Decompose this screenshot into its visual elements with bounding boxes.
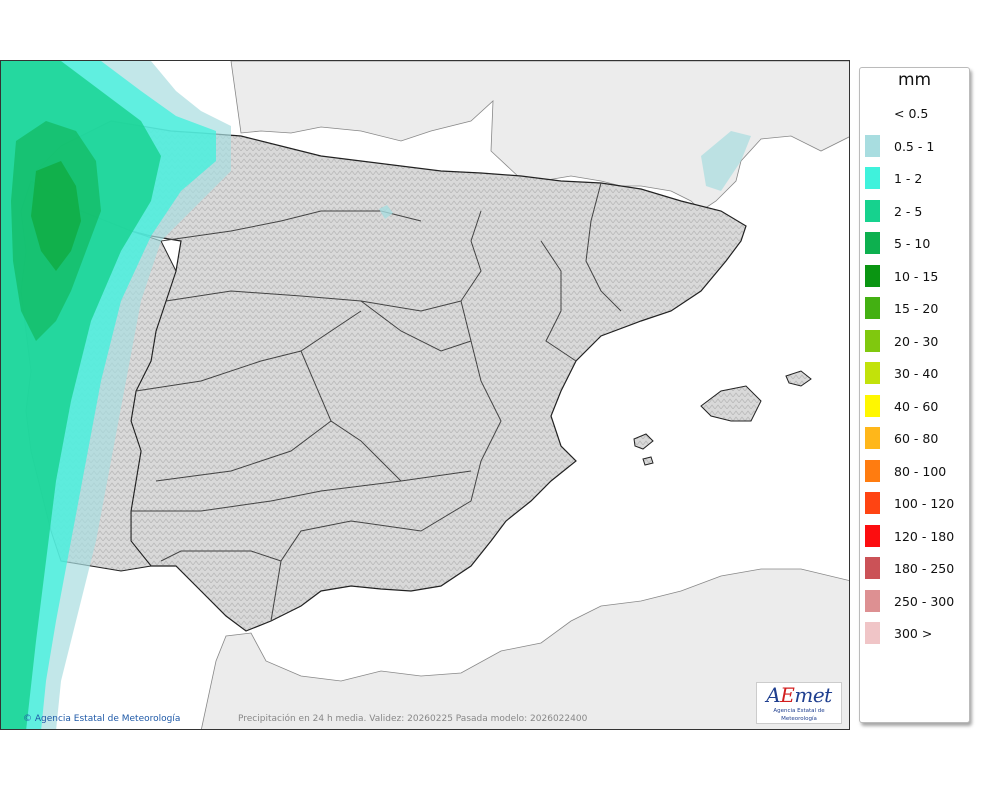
aemet-logo: AEmet Agencia Estatal de Meteorología [756,682,842,724]
precipitation-legend: mm < 0.5 0.5 - 1 1 - 2 2 - 5 5 - 10 10 - 15 15… [859,67,970,723]
legend-swatch [865,297,880,319]
precipitation-overlay [1,61,751,729]
legend-swatch [865,264,880,287]
legend-label: < 0.5 [894,106,929,121]
legend-title: mm [897,70,932,90]
legend-swatch [865,199,880,222]
legend-label: 30 - 40 [894,366,939,381]
legend-swatch [865,459,880,482]
precipitation-map: © Agencia Estatal de Meteorología Precip… [0,60,850,730]
legend-label: 100 - 120 [894,496,955,511]
legend-item: 20 - 30 [865,329,965,352]
legend-label: 120 - 180 [894,528,955,544]
legend-label: 80 - 100 [894,463,947,479]
france-landmass [230,61,849,212]
region-borders [131,182,622,622]
legend-label: 180 - 250 [894,561,955,576]
legend-label: 5 - 10 [894,236,931,251]
legend-item: 180 - 250 [865,557,965,579]
logo-wordmark: AEmet [766,683,832,707]
legend-item: 30 - 40 [865,362,965,384]
legend-item: 0.5 - 1 [865,134,965,157]
legend-label: 60 - 80 [894,431,939,446]
legend-swatch [865,557,880,579]
legend-swatch [865,622,880,644]
legend-swatch [865,394,880,417]
legend-item: 100 - 120 [865,492,965,514]
legend-swatch [865,362,880,384]
legend-item: 250 - 300 [865,589,965,612]
legend-swatch [865,524,880,547]
legend-item: 80 - 100 [865,459,965,482]
legend-swatch [865,492,880,514]
legend-swatch [865,232,880,254]
legend-item: 120 - 180 [865,524,965,547]
legend-label: 40 - 60 [894,398,939,414]
legend-item: 40 - 60 [865,394,965,417]
legend-swatch [865,427,880,449]
legend-swatch [865,134,880,157]
north-africa-landmass [201,568,849,729]
legend-item: 300 > [865,622,965,644]
legend-item: < 0.5 [865,102,965,124]
legend-label: 20 - 30 [894,333,939,349]
legend-swatch [865,102,880,124]
legend-item: 10 - 15 [865,264,965,287]
island-formentera [642,456,654,466]
legend-label: 250 - 300 [894,593,955,609]
legend-swatch [865,167,880,189]
legend-swatch [865,589,880,612]
legend-label: 15 - 20 [894,301,939,316]
legend-item: 2 - 5 [865,199,965,222]
map-caption: Precipitación en 24 h media. Validez: 20… [238,714,588,724]
legend-label: 0.5 - 1 [894,138,935,154]
legend-label: 10 - 15 [894,268,939,284]
island-ibiza [633,433,654,450]
copyright-text: © Agencia Estatal de Meteorología [23,714,181,724]
legend-item: 1 - 2 [865,167,965,189]
legend-item: 60 - 80 [865,427,965,449]
island-mallorca [700,385,762,422]
legend-swatch [865,329,880,352]
island-menorca [785,370,812,387]
legend-label: 1 - 2 [894,171,923,186]
legend-item: 5 - 10 [865,232,965,254]
legend-label: 2 - 5 [894,203,923,219]
legend-item: 15 - 20 [865,297,965,319]
logo-subtitle: Agencia Estatal de Meteorología [773,708,825,722]
legend-label: 300 > [894,626,933,641]
